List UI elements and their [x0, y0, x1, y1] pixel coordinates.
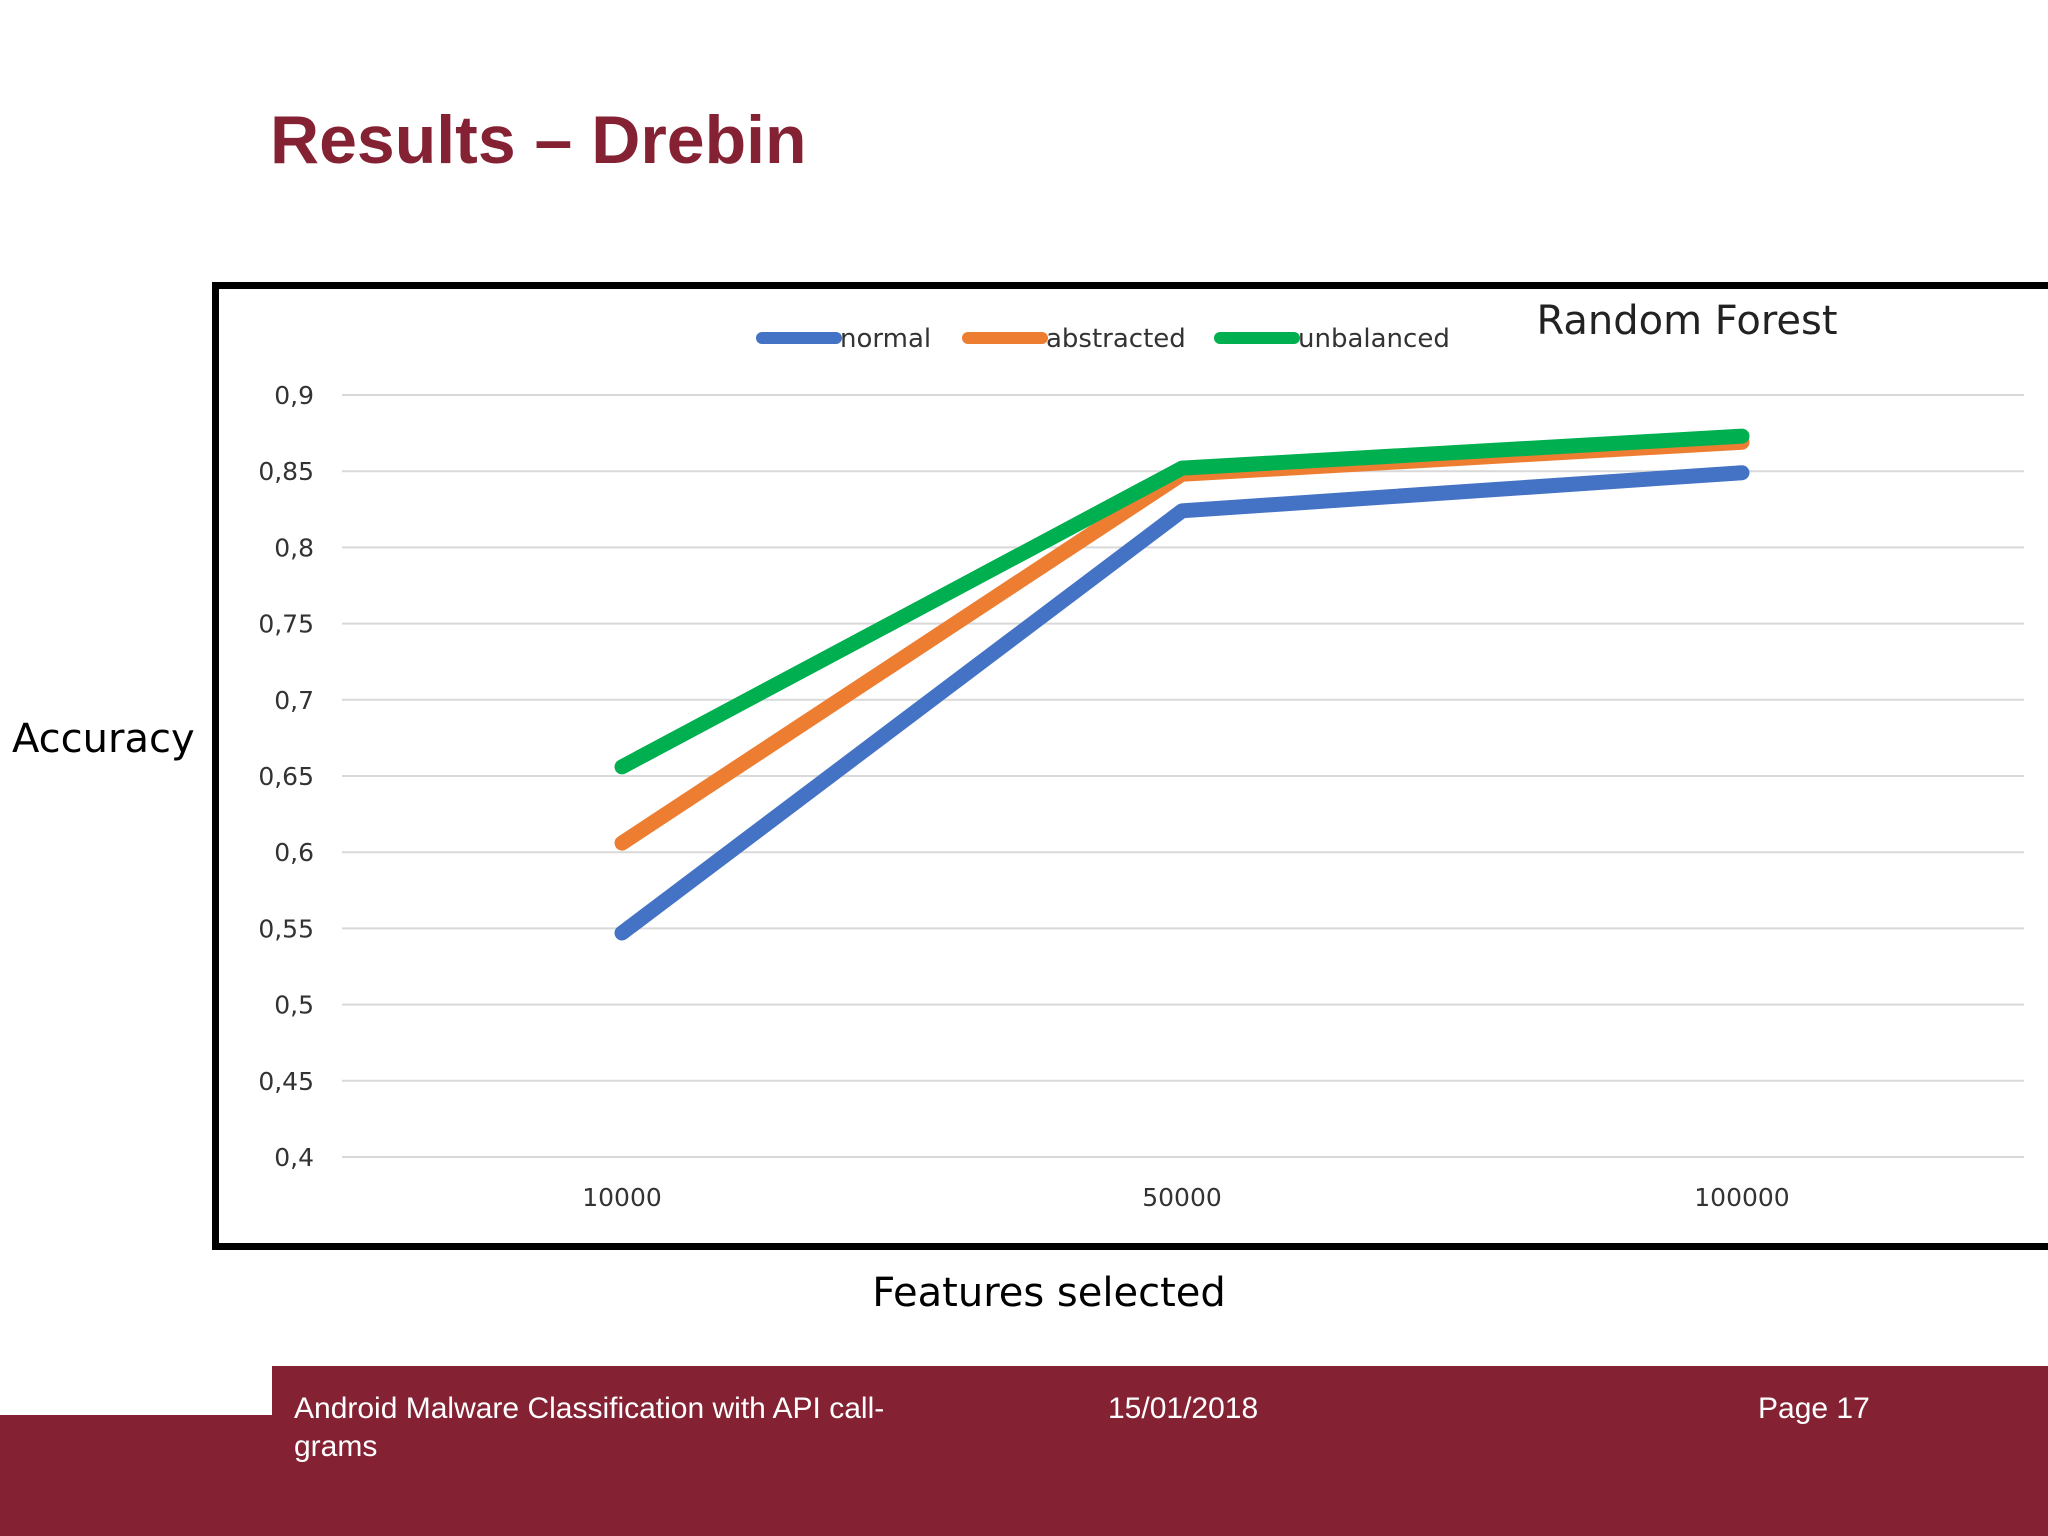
series-line-abstracted	[614, 434, 1750, 851]
y-tick-label: 0,85	[258, 457, 314, 486]
gridlines	[342, 394, 2024, 1158]
legend: normal abstracted unbalanced	[756, 324, 1450, 354]
y-tick-label: 0,6	[274, 838, 314, 867]
y-tick-label: 0,45	[258, 1067, 314, 1096]
chart-title: Random Forest	[1536, 298, 1837, 344]
footer-page-number: Page 17	[1758, 1392, 1870, 1425]
series-line-normal	[614, 465, 1750, 941]
y-tick-label: 0,7	[274, 686, 314, 715]
footer-bar	[272, 1366, 2048, 1536]
slide-title: Results – Drebin	[270, 102, 807, 178]
footer-bar-left	[0, 1415, 274, 1536]
y-tick-label: 0,8	[274, 533, 314, 562]
y-tick-label: 0,5	[274, 991, 314, 1020]
legend-label-abstracted: abstracted	[1046, 324, 1186, 354]
y-tick-label: 0,75	[258, 610, 314, 639]
series-lines	[614, 428, 1750, 941]
x-tick-label: 50000	[1142, 1183, 1222, 1212]
y-tick-label: 0,55	[258, 914, 314, 943]
y-tick-label: 0,65	[258, 762, 314, 791]
x-axis-title: Features selected	[872, 1270, 1226, 1316]
x-tick-label: 10000	[582, 1183, 662, 1212]
y-axis-title: Accuracy	[12, 716, 195, 762]
footer-date: 15/01/2018	[1108, 1392, 1259, 1425]
y-tick-label: 0,4	[274, 1143, 314, 1172]
y-tick-label: 0,9	[274, 381, 314, 410]
legend-label-normal: normal	[840, 324, 931, 354]
x-tick-labels: 10000 50000 100000	[582, 1183, 1789, 1212]
series-line-unbalanced	[614, 428, 1750, 775]
legend-label-unbalanced: unbalanced	[1298, 324, 1450, 354]
x-tick-label: 100000	[1694, 1183, 1789, 1212]
footer-presentation-title: Android Malware Classification with API …	[294, 1392, 885, 1463]
line-chart: 0,9 0,85 0,8 0,75 0,7 0,65 0,6 0,55 0,5 0,45 0,4 1…	[258, 298, 2024, 1212]
y-tick-labels: 0,9 0,85 0,8 0,75 0,7 0,65 0,6 0,55 0,5 0,45 0,4	[258, 381, 314, 1172]
